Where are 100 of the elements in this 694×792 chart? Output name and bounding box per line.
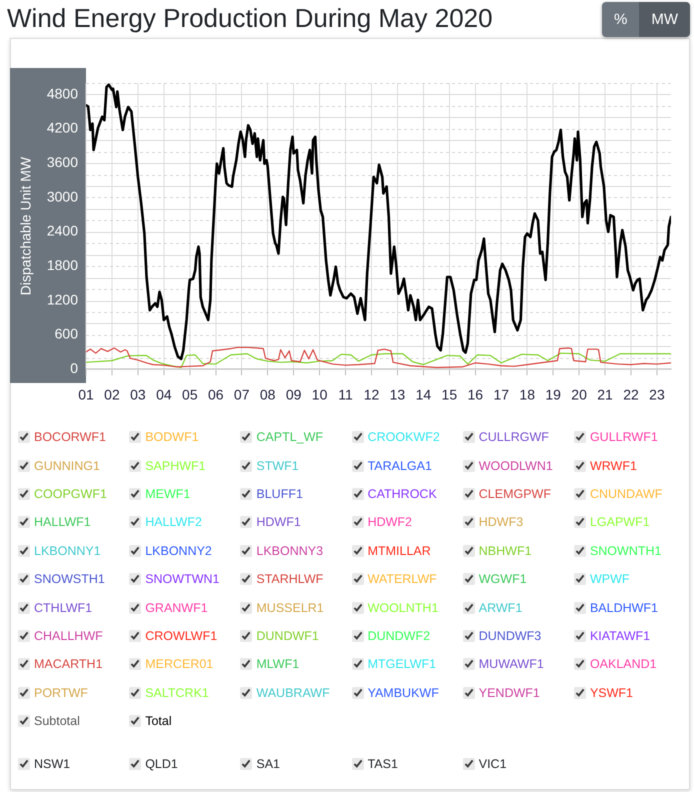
- legend-label: ARWF1: [478, 600, 522, 615]
- legend-label: SALTCRK1: [145, 686, 209, 700]
- legend-label: BOCORWF1: [34, 430, 106, 444]
- text: %: [602, 2, 640, 37]
- y-tick-label: 2400: [46, 222, 78, 239]
- y-axis-title: Dispatchable Unit MW: [17, 156, 34, 296]
- legend-label: DUNDWF2: [368, 628, 430, 643]
- legend-label: HALLWF1: [34, 515, 91, 530]
- x-tick-label: 16: [467, 386, 484, 402]
- x-tick-label: 10: [312, 386, 328, 402]
- legend-label: WPWF: [590, 572, 630, 586]
- legend-label: HDWF3: [478, 515, 524, 530]
- legend-label: STWF1: [256, 458, 299, 473]
- legend-label: MUSSELR1: [256, 600, 324, 615]
- text: COOPGWF1: [34, 486, 107, 501]
- legend-label: KIATAWF1: [590, 628, 650, 643]
- legend-label: SNOWNTH1: [590, 544, 662, 558]
- x-tick-label: 06: [208, 386, 224, 402]
- legend-label: CROWLWF1: [145, 628, 218, 643]
- legend-label: BLUFF1: [256, 486, 303, 501]
- text: NSW1: [34, 757, 70, 772]
- text: Total: [145, 714, 172, 728]
- legend-label: LGAPWF1: [590, 515, 650, 530]
- x-tick-label: 05: [182, 386, 198, 402]
- legend-label: BALDHWF1: [590, 600, 658, 615]
- legend-label: MLWF1: [256, 657, 300, 672]
- legend-label: OAKLAND1: [590, 657, 657, 672]
- legend-label: HDWF1: [256, 515, 301, 530]
- legend-label: HDWF2: [368, 515, 412, 530]
- text: TAS1: [368, 757, 398, 772]
- legend-label: LKBONNY3: [256, 544, 324, 558]
- legend-label: MUWAWF1: [478, 657, 544, 672]
- y-tick-label: 4200: [46, 120, 78, 136]
- legend-label: MERCER01: [145, 657, 214, 672]
- y-tick-label: 600: [54, 326, 78, 342]
- legend-label: DUNDWF1: [256, 628, 319, 643]
- legend-label: CNUNDAWF: [590, 486, 662, 501]
- x-tick-label: 11: [338, 386, 353, 402]
- text: SA1: [256, 757, 280, 772]
- x-tick-label: 15: [442, 386, 458, 402]
- legend-label: MEWF1: [145, 486, 190, 501]
- x-tick-label: 21: [597, 386, 614, 402]
- text: Subtotal: [34, 714, 80, 728]
- legend-label: STARHLWF: [256, 572, 324, 586]
- legend-label: GUNNING1: [34, 458, 100, 473]
- text: MW: [639, 2, 690, 37]
- legend-label: GULLRWF1: [590, 430, 658, 444]
- legend-label: YAMBUKWF: [368, 686, 439, 700]
- legend-label: LKBONNY1: [34, 544, 101, 558]
- x-tick-label: 18: [519, 386, 536, 402]
- y-tick-label: 1800: [46, 257, 78, 274]
- legend-label: CHALLHWF: [34, 628, 103, 643]
- y-tick-label: 1200: [46, 291, 78, 308]
- x-tick-label: 12: [364, 386, 380, 402]
- x-tick-label: 07: [234, 386, 250, 402]
- legend-label: SNOWTWN1: [145, 572, 220, 586]
- legend-label: SNOWSTH1: [34, 572, 105, 586]
- legend-label: CTHLWF1: [34, 600, 92, 615]
- legend-label: CLEMGPWF: [478, 486, 551, 501]
- legend-label: WATERLWF: [368, 572, 437, 586]
- legend-label: DUNDWF3: [478, 628, 542, 643]
- x-tick-label: 01: [78, 386, 94, 402]
- x-tick-label: 14: [416, 386, 432, 402]
- x-tick-label: 20: [571, 386, 588, 402]
- x-tick-label: 17: [493, 386, 510, 402]
- legend-label: CAPTL_WF: [256, 430, 324, 444]
- x-tick-label: 22: [623, 386, 639, 402]
- text: QLD1: [145, 757, 178, 772]
- text: MACARTH1: [34, 657, 103, 672]
- legend-label: MTGELWF1: [368, 657, 436, 672]
- x-tick-label: 02: [104, 386, 120, 402]
- legend-label: WGWF1: [478, 572, 527, 586]
- legend-label: WAUBRAWF: [256, 686, 330, 700]
- y-tick-label: 0: [70, 360, 78, 376]
- x-tick-label: 04: [156, 386, 172, 402]
- legend-label: WOODLWN1: [478, 458, 553, 473]
- legend-label: YSWF1: [590, 686, 633, 700]
- legend-label: WRWF1: [590, 458, 637, 473]
- legend-label: BODWF1: [145, 430, 199, 444]
- text: VIC1: [478, 757, 507, 772]
- legend-label: WOOLNTH1: [368, 600, 438, 615]
- y-tick-label: 3600: [46, 154, 78, 170]
- legend-label: HALLWF2: [145, 515, 202, 530]
- legend-label: CROOKWF2: [368, 430, 440, 444]
- legend-label: NBHWF1: [478, 544, 532, 558]
- legend-label: SAPHWF1: [145, 458, 206, 473]
- y-tick-label: 3000: [46, 188, 78, 204]
- legend-label: MTMILLAR: [368, 544, 431, 558]
- legend-label: CULLRGWF: [478, 430, 549, 444]
- x-tick-label: 23: [649, 386, 665, 402]
- legend-label: TARALGA1: [368, 458, 432, 473]
- legend-label: PORTWF: [34, 686, 88, 700]
- legend-label: YENDWF1: [478, 686, 540, 700]
- legend-label: CATHROCK: [368, 486, 437, 501]
- legend-label: GRANWF1: [145, 600, 208, 615]
- chart-title: Wind Energy Production During May 2020: [7, 3, 493, 33]
- x-tick-label: 08: [260, 386, 276, 402]
- x-tick-label: 19: [545, 386, 562, 402]
- x-tick-label: 03: [130, 386, 146, 402]
- x-tick-label: 09: [286, 386, 302, 402]
